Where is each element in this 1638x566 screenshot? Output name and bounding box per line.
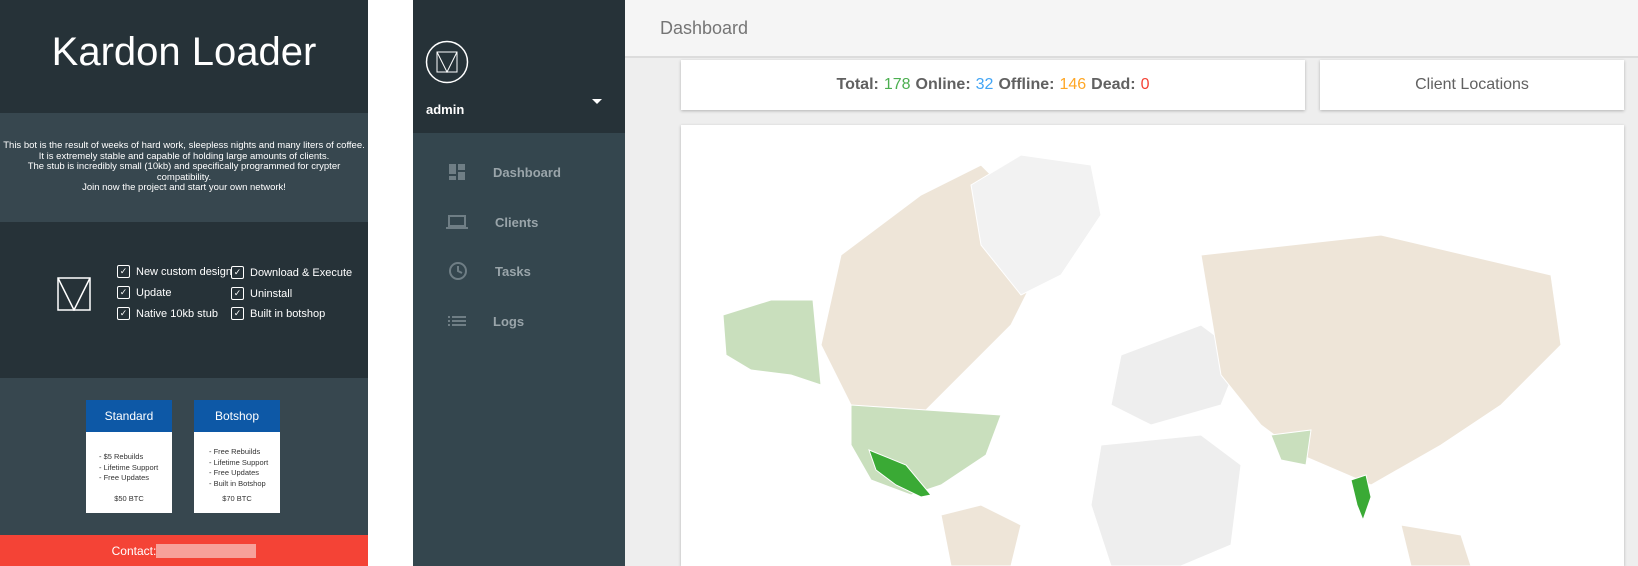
stat-label: Online: (915, 76, 971, 93)
plan-item: - $5 Rebuilds (99, 452, 144, 461)
topbar: Dashboard (625, 0, 1638, 58)
alaska[interactable] (722, 299, 822, 386)
thailand[interactable] (1350, 474, 1372, 522)
menu-text: Clients (495, 214, 539, 230)
usa[interactable] (850, 404, 1002, 496)
plan-item: - Free Updates (209, 468, 260, 477)
avatar (425, 40, 469, 84)
map-card (681, 125, 1624, 566)
feature: ✓ Uninstall (231, 287, 292, 300)
feature: ✓ Update (117, 286, 171, 299)
plan-card[interactable]: Standard - $5 Rebuilds - Lifetime Suppor… (86, 400, 172, 513)
promo-panel: Kardon Loader This bot is the result of … (0, 0, 368, 566)
contact-bar: Contact: (0, 535, 368, 566)
plan-item: - Free Rebuilds (209, 447, 261, 456)
contact-label: Contact: (111, 543, 157, 558)
feature: ✓ Native 10kb stub (117, 307, 218, 320)
asia[interactable] (1200, 234, 1562, 486)
stat-label: Dead: (1091, 76, 1136, 93)
map-title-card: Client Locations (1320, 60, 1624, 110)
plan-name: Botshop (194, 400, 280, 432)
map-title: Client Locations (1415, 76, 1529, 93)
main: Dashboard Total: 178 Online: 32 Offline: 14… (625, 0, 1638, 566)
user-name[interactable]: admin (426, 102, 465, 117)
plan-card[interactable]: Botshop - Free Rebuilds - Lifetime Suppo… (194, 400, 280, 513)
feature-text: Native 10kb stub (136, 307, 218, 320)
plan-item: - Built in Botshop (209, 478, 266, 488)
plan-price: $50 BTC (114, 494, 144, 503)
promo-header: Kardon Loader (0, 0, 368, 113)
icon (449, 262, 467, 280)
pricing-section (0, 378, 368, 535)
world-map[interactable] (681, 125, 1624, 566)
menu-text: Tasks (495, 263, 531, 279)
menu-item[interactable]: Clients (413, 202, 625, 242)
features-section: ✓ New custom design ✓ Download & Execute ✓… (0, 222, 368, 378)
redacted (156, 543, 257, 558)
stat-label: Offline: (998, 76, 1055, 93)
feature-text: Update (136, 286, 172, 299)
feature: ✓ Built in botshop (231, 307, 325, 320)
plan-item: - Lifetime Support (99, 462, 159, 472)
icon (446, 215, 468, 229)
feature: ✓ New custom design (117, 265, 232, 278)
greenland[interactable] (970, 154, 1102, 296)
menu-text: Logs (493, 313, 525, 329)
promo-description: This bot is the result of weeks of hard … (0, 113, 368, 222)
menu-item[interactable]: Dashboard (413, 152, 625, 192)
description-line: Join now the project and start your own … (82, 182, 286, 193)
south-america[interactable] (940, 504, 1022, 566)
feature-text: Built in botshop (250, 307, 326, 320)
menu-text: Dashboard (493, 164, 561, 180)
description-line: It is extremely stable and capable of ho… (38, 150, 330, 162)
icon (448, 316, 466, 326)
promo-title: Kardon Loader (51, 30, 317, 74)
menu-item[interactable]: Tasks (413, 251, 625, 291)
stat-value: 32 (975, 76, 994, 93)
page-title: Dashboard (660, 18, 749, 38)
plan-item: - Free Updates (99, 473, 150, 482)
stat-label: Total: (836, 76, 879, 93)
stat-value: 178 (883, 76, 911, 93)
stat-value: 0 (1140, 76, 1150, 93)
europe[interactable] (1110, 324, 1242, 426)
stat-value: 146 (1059, 76, 1087, 93)
pakistan[interactable] (1270, 429, 1312, 466)
feature-text: Download & Execute (250, 266, 353, 279)
sidebar-user: admin (413, 0, 625, 133)
feature: ✓ Download & Execute (231, 266, 352, 279)
logo (57, 277, 91, 311)
indonesia[interactable] (1400, 524, 1472, 566)
caret[interactable] (591, 98, 603, 106)
plan-item: - Lifetime Support (209, 457, 269, 467)
feature-text: Uninstall (250, 287, 293, 300)
menu-item[interactable]: Logs (413, 301, 625, 341)
icon (449, 164, 465, 180)
stats-card: Total: 178 Online: 32 Offline: 146 Dead: 0 (681, 60, 1305, 110)
description-line: The stub is incredibly small (10kb) and … (27, 161, 341, 183)
plan-name: Standard (86, 400, 172, 432)
africa[interactable] (1090, 434, 1242, 566)
sidebar: admin (413, 0, 625, 566)
mexico[interactable] (868, 449, 932, 498)
plan-price: $70 BTC (222, 494, 252, 503)
feature-text: New custom design (136, 265, 232, 278)
description-line: This bot is the result of weeks of hard … (3, 140, 365, 151)
